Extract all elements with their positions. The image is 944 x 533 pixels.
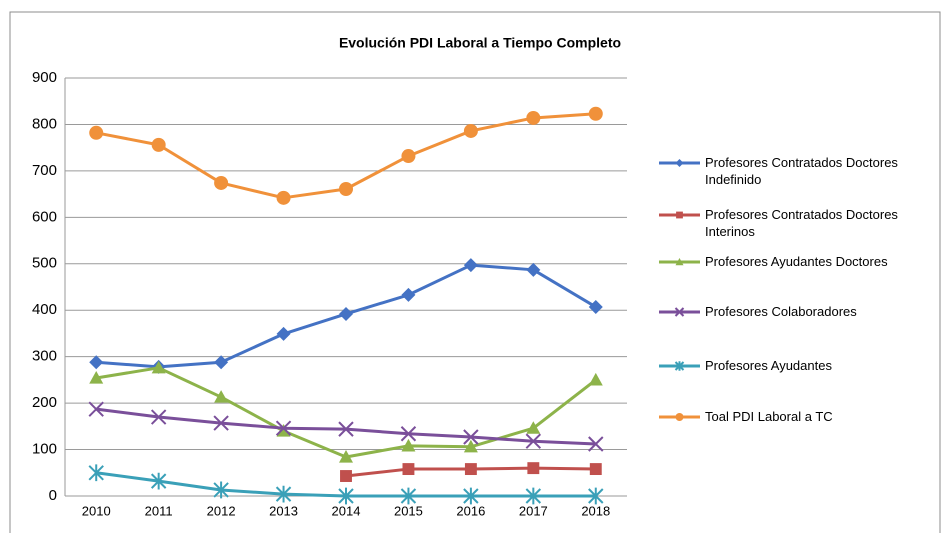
data-point [276,423,291,437]
data-point [214,355,229,370]
legend-label: Profesores Ayudantes Doctores [705,254,888,269]
data-point [401,287,416,302]
data-point [526,110,541,125]
x-tick-label: 2015 [394,503,423,518]
y-tick-label: 800 [32,115,57,132]
y-tick-label: 300 [32,348,57,365]
data-point [214,175,229,190]
y-tick-label: 400 [32,301,57,318]
data-point [214,390,229,403]
y-tick-label: 600 [32,208,57,225]
y-tick-label: 200 [32,394,57,411]
data-point [213,481,229,499]
data-point [89,355,104,370]
data-point [588,487,604,505]
data-point [525,433,542,449]
legend-label: Profesores Contratados Doctores Interino… [705,207,898,239]
legend-marker [675,413,684,421]
data-point [464,463,477,476]
data-point [526,421,541,434]
chart-border [9,11,941,533]
legend-label: Profesores Contratados Doctores Indefini… [705,155,898,187]
legend-label: Profesores Ayudantes [705,358,832,373]
data-point [401,438,416,452]
legend-marker [675,258,684,266]
data-point [589,463,602,476]
data-point [588,106,603,121]
data-point [401,149,416,164]
data-point [463,258,478,273]
data-point [150,409,167,425]
x-tick-label: 2013 [269,503,298,518]
y-tick-label: 100 [32,441,57,458]
y-tick-label: 700 [32,162,57,179]
x-tick-label: 2012 [207,503,236,518]
data-point [275,485,292,503]
data-point [588,299,603,314]
data-point [400,487,417,505]
data-point [89,125,104,140]
x-tick-label: 2017 [519,503,548,518]
legend-label: Profesores Colaboradores [705,304,857,319]
data-point [339,182,353,197]
data-point [526,262,541,277]
data-point [588,436,604,452]
data-point [402,463,415,476]
data-point [88,464,104,482]
x-tick-label: 2011 [145,503,173,518]
x-tick-label: 2018 [581,503,610,518]
chart-title: Evolución PDI Laboral a Tiempo Completo [339,35,621,51]
legend-marker [674,361,685,371]
data-point [339,449,353,463]
data-point [275,420,292,436]
data-point [339,306,353,321]
y-tick-label: 0 [49,487,57,504]
y-tick-label: 900 [32,69,57,86]
data-point [527,462,540,475]
data-point [338,487,354,505]
data-point [151,360,166,374]
data-point [88,401,104,417]
y-tick-label: 500 [32,255,57,272]
data-point [463,429,479,445]
legend-marker [676,211,683,219]
data-point [340,470,352,482]
data-point [150,472,167,490]
data-point [400,426,417,442]
data-point [276,190,291,205]
data-point [89,371,104,384]
x-tick-label: 2016 [456,503,485,518]
legend-label: Toal PDI Laboral a TC [705,409,833,424]
data-point [276,326,291,341]
legend-marker [674,307,685,317]
data-point [525,487,542,505]
x-tick-label: 2010 [82,503,111,518]
legend-marker [675,159,684,167]
data-point [463,439,478,453]
data-point [151,137,166,152]
data-point [463,123,478,138]
data-point [213,415,229,431]
data-point [463,487,479,505]
data-point [588,372,603,386]
x-tick-label: 2014 [332,503,361,518]
data-point [338,421,354,437]
